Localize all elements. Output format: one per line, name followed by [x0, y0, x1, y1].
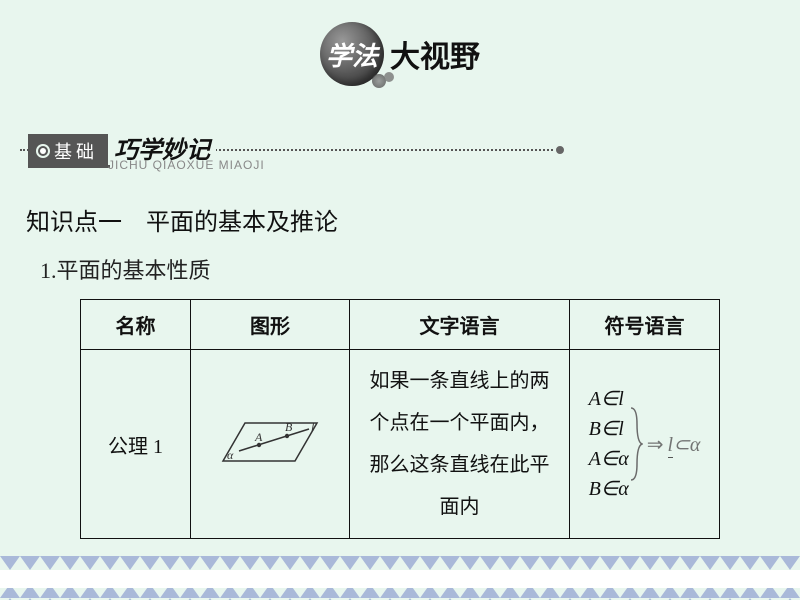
svg-text:B: B — [285, 420, 293, 434]
sym-line: A∈α — [589, 444, 629, 474]
axiom-name: 公理 1 — [81, 350, 191, 539]
symbol-premises: A∈l B∈l A∈α B∈α — [589, 384, 629, 504]
section-badge: 基础 — [28, 134, 110, 168]
knowledge-subtitle: 1.平面的基本性质 — [40, 253, 800, 285]
axiom-text: 如果一条直线上的两个点在一个平面内，那么这条直线在此平面内 — [350, 350, 570, 539]
header-badge: 学法 — [320, 22, 384, 86]
sym-line: A∈l — [589, 384, 624, 414]
footer-decoration — [0, 556, 800, 600]
axiom-table: 名称 图形 文字语言 符号语言 公理 1 A B l α 如果一条直线上的两个点… — [80, 299, 720, 539]
svg-text:α: α — [227, 448, 234, 462]
section-line-end-dot — [554, 144, 566, 156]
plane-line-diagram: A B l α — [205, 401, 335, 481]
axiom-symbols: A∈l B∈l A∈α B∈α ⇒ l⊂α — [570, 350, 720, 539]
page-header: 学法 大视野 — [0, 0, 800, 86]
sym-line: B∈α — [589, 474, 629, 504]
col-text-header: 文字语言 — [350, 300, 570, 350]
header-main-title: 大视野 — [390, 32, 480, 76]
knowledge-point-title: 知识点一 平面的基本及推论 — [26, 202, 800, 237]
section-header: 基础 巧学妙记 JICHU QIAOXUE MIAOJI — [0, 130, 800, 170]
axiom-figure: A B l α — [191, 350, 350, 539]
symbol-conclusion: l⊂α — [668, 432, 701, 457]
imply-arrow: ⇒ — [647, 432, 664, 457]
sym-line: B∈l — [589, 414, 624, 444]
svg-text:A: A — [254, 430, 263, 444]
col-figure-header: 图形 — [191, 300, 350, 350]
table-header-row: 名称 图形 文字语言 符号语言 — [81, 300, 720, 350]
col-name-header: 名称 — [81, 300, 191, 350]
section-pinyin: JICHU QIAOXUE MIAOJI — [108, 158, 265, 172]
col-symbol-header: 符号语言 — [570, 300, 720, 350]
right-brace-icon — [629, 404, 643, 484]
table-row: 公理 1 A B l α 如果一条直线上的两个点在一个平面内，那么这条直线在此平… — [81, 350, 720, 539]
